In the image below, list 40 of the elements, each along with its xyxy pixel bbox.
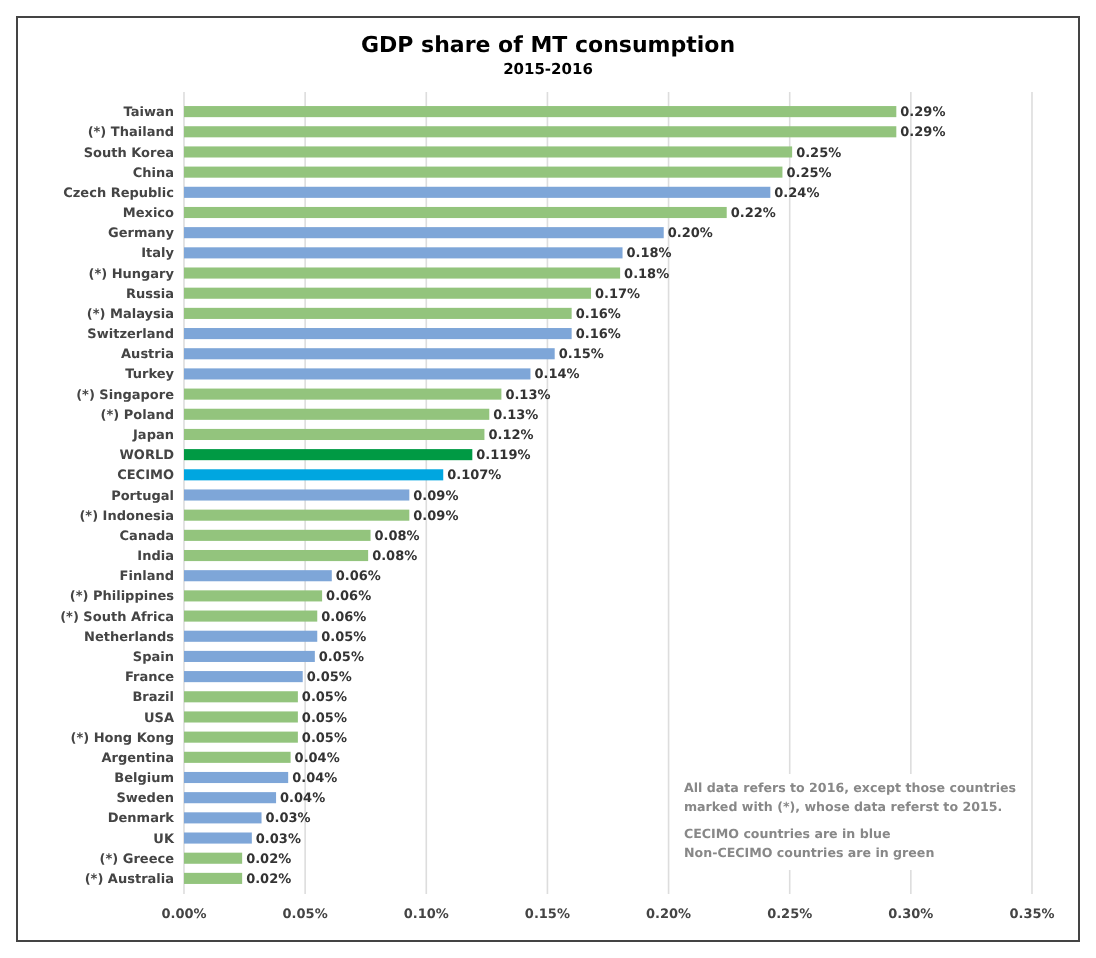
bar (184, 227, 664, 239)
chart-title: GDP share of MT consumption (360, 32, 736, 58)
bar (184, 166, 783, 178)
bar (184, 287, 592, 299)
bar (184, 751, 291, 763)
bar (184, 832, 252, 844)
bar (184, 186, 771, 198)
bar (184, 307, 572, 319)
bar (184, 126, 897, 138)
bar (184, 549, 369, 562)
bar (184, 449, 473, 461)
bar (184, 368, 531, 380)
bar (184, 106, 897, 118)
bar (184, 348, 555, 360)
bar (184, 852, 243, 864)
bar (184, 247, 623, 259)
bar (184, 509, 410, 521)
bar (184, 388, 502, 400)
bar (184, 630, 318, 642)
bar (184, 792, 277, 804)
bar (184, 206, 727, 219)
bar (184, 650, 315, 662)
bar (184, 408, 490, 420)
bar (184, 328, 572, 340)
bar (184, 872, 243, 884)
bar (184, 529, 371, 541)
bar (184, 731, 298, 743)
bar (184, 570, 332, 582)
bar (184, 590, 323, 602)
bar (184, 469, 444, 481)
bar (184, 428, 485, 441)
bar (184, 771, 289, 784)
bar (184, 489, 410, 501)
bar (184, 267, 621, 279)
bar (184, 671, 303, 683)
bar (184, 146, 793, 158)
bar (184, 711, 298, 723)
bar (184, 812, 262, 824)
bar (184, 610, 318, 622)
bar (184, 691, 298, 703)
